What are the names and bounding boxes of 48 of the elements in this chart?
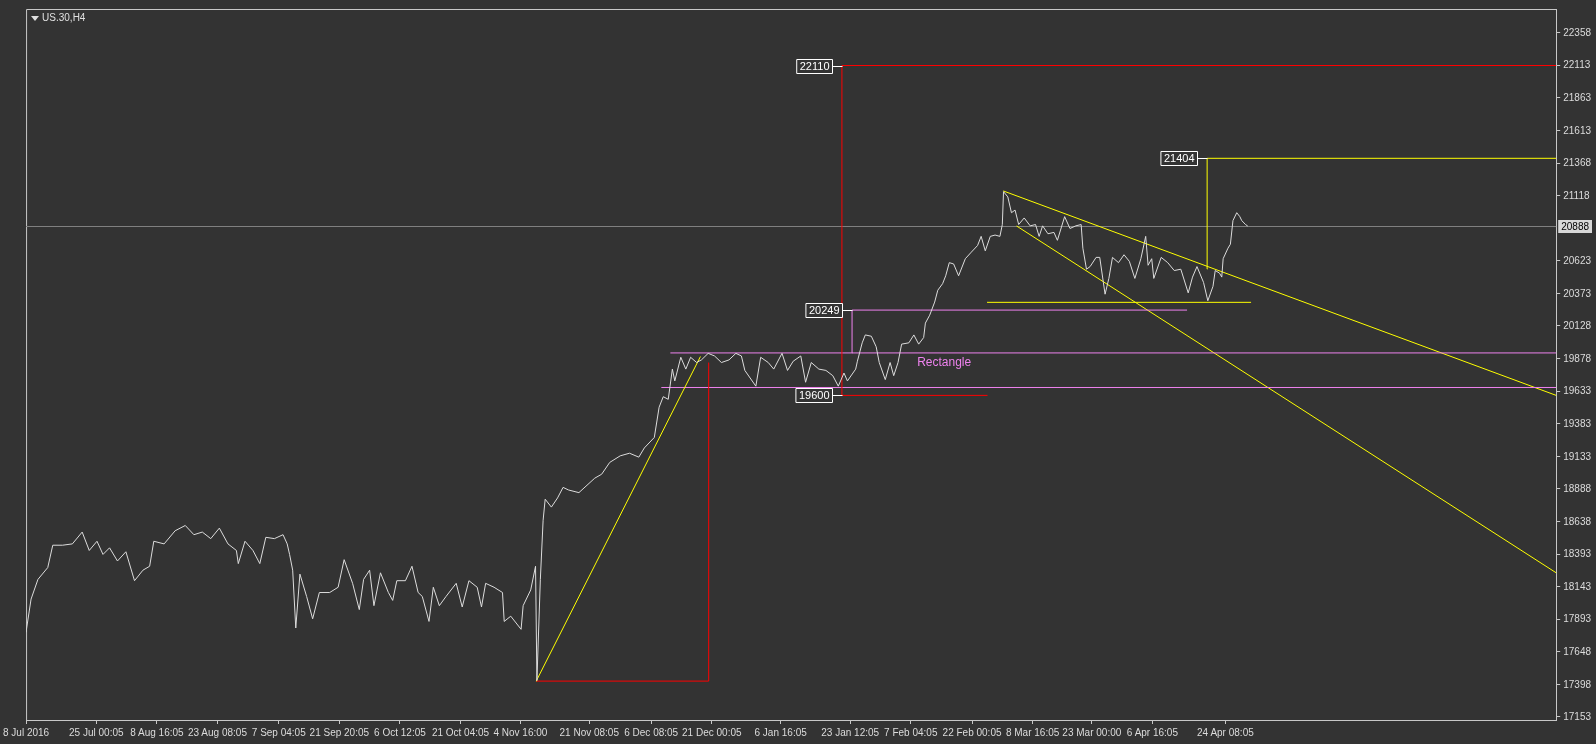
x-tick-label: 21 Nov 08:05 [559,726,620,738]
y-tick-label: 20623 [1563,254,1592,266]
y-tick-label: 17893 [1563,613,1592,625]
y-tick-label: 18888 [1563,482,1592,494]
annotation: 20249 [808,304,840,317]
y-tick-label: 21613 [1563,124,1592,136]
annotation: 19600 [798,389,830,402]
y-tick-label: 20128 [1563,319,1592,331]
y-tick-label: 19878 [1563,352,1592,364]
y-tick-label: 19383 [1563,417,1592,429]
y-tick-label: 18143 [1563,580,1592,592]
y-tick-label: 22113 [1563,58,1591,70]
x-tick-label: 21 Sep 20:05 [309,726,370,738]
x-tick-label: 23 Aug 08:05 [188,726,248,738]
y-tick-label: 20373 [1563,287,1592,299]
y-tick-label: 17153 [1563,710,1592,722]
x-tick-label: 8 Jul 2016 [3,726,50,738]
y-tick-label: 21118 [1563,189,1590,201]
annotation: 21404 [1163,152,1195,165]
y-tick-label: 18393 [1563,547,1592,559]
y-tick-label: 17398 [1563,678,1592,690]
x-tick-label: 23 Jan 12:05 [821,726,880,738]
x-tick-label: 8 Mar 16:05 [1005,726,1060,738]
annotation: Rectangle [917,355,972,370]
x-tick-label: 23 Mar 00:00 [1062,726,1122,738]
x-tick-label: 6 Oct 12:05 [374,726,427,738]
y-tick-label: 17648 [1563,645,1592,657]
x-tick-label: 8 Aug 16:05 [130,726,185,738]
annotation: 22110 [799,60,830,73]
x-tick-label: 22 Feb 00:05 [942,726,1002,738]
x-tick-label: 6 Jan 16:05 [754,726,808,738]
y-tick-label: 19633 [1563,384,1592,396]
y-tick-label: 18638 [1563,515,1592,527]
x-tick-label: 7 Feb 04:05 [884,726,938,738]
x-tick-label: 7 Sep 04:05 [251,726,307,738]
x-tick-label: 6 Apr 16:05 [1126,726,1179,738]
x-tick-label: 21 Dec 00:05 [682,726,742,738]
x-tick-label: 24 Apr 08:05 [1197,726,1255,738]
x-tick-label: 6 Dec 08:05 [624,726,679,738]
x-tick-label: 21 Oct 04:05 [431,726,490,738]
y-tick-label: 21368 [1563,156,1592,168]
ref-line-label: 20888 [1561,220,1590,232]
x-tick-label: 25 Jul 00:05 [69,726,124,738]
chart-title: US.30,H4 [42,12,86,24]
y-tick-label: 19133 [1563,450,1592,462]
y-tick-label: 22358 [1563,26,1592,38]
x-tick-label: 4 Nov 16:00 [493,726,548,738]
y-tick-label: 21863 [1563,91,1592,103]
